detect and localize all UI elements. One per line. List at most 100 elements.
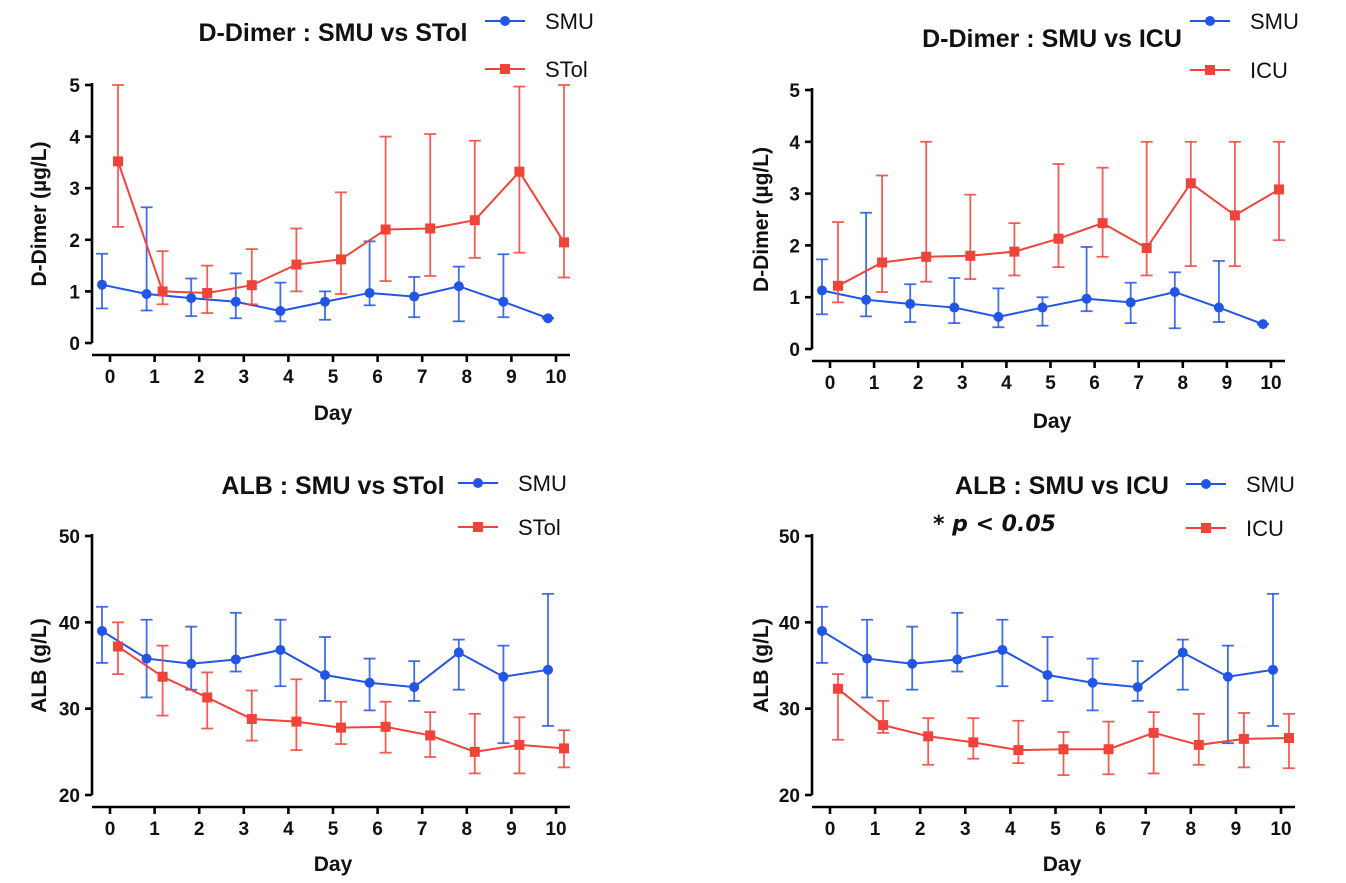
y-tick-label: 1: [69, 282, 80, 303]
data-point: [246, 280, 257, 291]
x-tick-label: 9: [506, 367, 517, 388]
legend-entry: STol: [518, 515, 561, 540]
x-tick-label: 5: [1050, 819, 1061, 840]
data-point: [113, 156, 123, 167]
data-point: [320, 296, 330, 307]
y-tick-label: 40: [59, 613, 80, 634]
chart-title: ALB : SMU vs ICU: [955, 472, 1169, 500]
data-point: [425, 223, 436, 234]
x-axis-label: Day: [1033, 410, 1072, 433]
y-tick-label: 5: [69, 76, 80, 97]
data-point: [291, 716, 302, 727]
chart-panel-3: ALB : SMU vs STol 20 30 40 50 0 1 2 3 4 5 6 7 8 9 10 Day…: [28, 471, 570, 876]
x-tick-label: 7: [417, 819, 428, 840]
data-point: [1185, 178, 1196, 189]
x-tick-label: 2: [194, 367, 205, 388]
y-tick-label: 1: [789, 288, 800, 309]
chart-title: D-Dimer : SMU vs ICU: [922, 25, 1182, 53]
legend: SMU ICU: [1186, 472, 1295, 541]
data-point: [877, 257, 888, 268]
chart-title: D-Dimer : SMU vs STol: [198, 19, 467, 47]
data-point: [409, 291, 420, 302]
significance-annotation: * p < 0.05: [933, 512, 1056, 537]
y-tick-label: 5: [789, 81, 800, 102]
series-stol: [112, 621, 570, 775]
x-tick-label: 3: [957, 373, 968, 394]
legend-marker: [1201, 479, 1211, 489]
y-tick-label: 30: [59, 700, 80, 721]
data-point: [817, 285, 827, 296]
data-point: [469, 746, 480, 757]
x-tick-label: 4: [283, 819, 294, 840]
data-point: [1238, 733, 1249, 744]
x-tick-label: 5: [328, 819, 339, 840]
data-point: [498, 296, 509, 307]
data-point: [141, 288, 152, 299]
chart-panel-4: ALB : SMU vs ICU * p < 0.05 20 30 40 50 0 1 2 3 4 5…: [750, 472, 1295, 876]
y-tick-label: 4: [789, 133, 800, 154]
series-stol: [112, 84, 570, 314]
data-point: [364, 677, 375, 688]
x-tick-label: 6: [1089, 373, 1100, 394]
data-point: [1042, 669, 1053, 680]
x-tick-label: 1: [149, 367, 160, 388]
legend-marker: [500, 64, 510, 74]
data-point: [862, 653, 873, 664]
data-point: [1222, 671, 1233, 682]
data-point: [1229, 210, 1240, 221]
data-point: [993, 311, 1004, 322]
data-point: [861, 294, 872, 305]
x-tick-label: 8: [462, 367, 473, 388]
data-point: [559, 237, 569, 248]
legend-marker: [500, 16, 510, 26]
legend-entry: SMU: [1246, 472, 1295, 497]
data-point: [1141, 242, 1152, 253]
y-axis-label: D-Dimer (µg/L): [28, 141, 51, 286]
data-point: [202, 287, 213, 298]
data-point: [817, 625, 827, 636]
chart-panel-1: D-Dimer : SMU vs STol 0 1 2 3 4 5 0 1 2 3 4 5 6 7 8 9 10 D…: [28, 9, 594, 425]
data-point: [1148, 727, 1159, 738]
x-tick-label: 8: [462, 819, 473, 840]
data-point: [1053, 233, 1064, 244]
data-point: [1087, 677, 1098, 688]
data-point: [97, 625, 107, 636]
data-point: [113, 641, 123, 652]
data-point: [543, 664, 553, 675]
data-point: [1284, 733, 1294, 744]
y-tick-label: 50: [59, 527, 80, 548]
data-point: [1097, 218, 1108, 229]
x-tick-label: 4: [1005, 819, 1016, 840]
y-tick-label: 30: [779, 700, 800, 721]
data-point: [246, 714, 257, 725]
data-point: [364, 287, 375, 298]
data-point: [275, 306, 286, 317]
x-tick-label: 9: [506, 819, 517, 840]
data-point: [336, 722, 346, 733]
x-tick-label: 10: [1260, 373, 1281, 394]
data-point: [878, 720, 889, 731]
x-tick-label: 2: [915, 819, 926, 840]
x-tick-label: 1: [870, 819, 881, 840]
y-tick-label: 4: [69, 128, 80, 149]
y-tick-label: 50: [779, 527, 800, 548]
x-tick-label: 7: [1133, 373, 1144, 394]
x-tick-label: 8: [1178, 373, 1189, 394]
x-tick-label: 10: [1270, 819, 1291, 840]
y-axis-label: ALB (g/L): [750, 618, 773, 712]
legend-entry: SMU: [1250, 9, 1299, 34]
data-point: [1274, 184, 1284, 195]
data-point: [1081, 293, 1092, 304]
y-tick-label: 0: [69, 334, 80, 355]
legend: SMU STol: [485, 9, 594, 82]
data-point: [514, 166, 525, 177]
x-axis-label: Day: [314, 853, 353, 876]
series-icu: [832, 673, 1295, 777]
y-tick-label: 3: [69, 179, 80, 200]
x-tick-label: 7: [1140, 819, 1151, 840]
data-point: [1268, 664, 1278, 675]
data-point: [905, 298, 916, 309]
series-smu: [816, 211, 1269, 330]
chart-panel-2: D-Dimer : SMU vs ICU 0 1 2 3 4 5 0 1 2 3 4 5 6 7 8 9 10 Da…: [750, 9, 1299, 433]
